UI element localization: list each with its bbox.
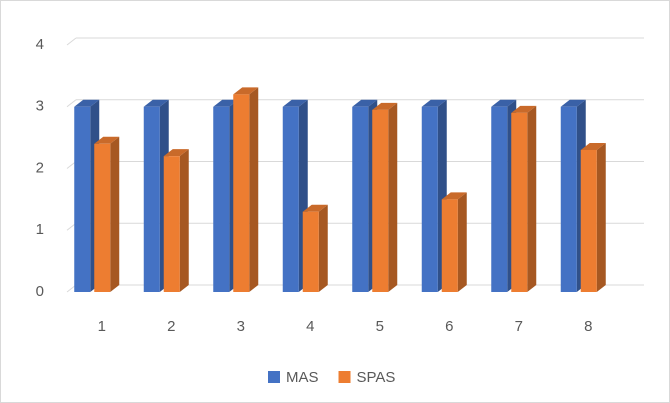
bar — [421, 106, 438, 292]
x-tick-label: 6 — [445, 318, 453, 335]
bar-top — [143, 99, 169, 107]
bar-top — [213, 99, 239, 107]
bar — [143, 106, 160, 292]
bar-side — [110, 136, 120, 292]
bar — [233, 94, 250, 293]
y-tick-label: 0 — [36, 283, 44, 300]
grid-line-side — [66, 37, 77, 46]
bar-side — [596, 142, 606, 292]
bar — [560, 106, 577, 292]
bar-top — [282, 99, 308, 107]
bar-top — [560, 99, 586, 107]
legend-label: SPAS — [357, 369, 396, 386]
bar-side — [457, 192, 467, 292]
legend-swatch — [338, 371, 351, 383]
x-tick-label: 8 — [584, 318, 592, 335]
bar-top — [511, 105, 537, 113]
bar-top — [580, 142, 606, 150]
bar — [491, 106, 508, 292]
bar — [441, 199, 458, 292]
x-tick-label: 7 — [515, 318, 523, 335]
bar — [302, 211, 319, 292]
x-tick-label: 4 — [306, 318, 314, 335]
bar-top — [491, 99, 517, 107]
legend-label: MAS — [286, 369, 319, 386]
bar-side — [249, 87, 259, 293]
bar — [372, 109, 389, 293]
bar — [511, 112, 528, 292]
bar-top — [74, 99, 100, 107]
bar — [94, 143, 111, 292]
y-tick-label: 1 — [36, 221, 44, 238]
x-tick-label: 2 — [167, 318, 175, 335]
bar-top — [352, 99, 378, 107]
bar-top — [302, 204, 328, 212]
bar — [580, 149, 597, 292]
x-tick-label: 1 — [98, 318, 106, 335]
bar — [74, 106, 91, 292]
bar-top — [94, 136, 120, 144]
y-tick-label: 2 — [36, 159, 44, 176]
bar-side — [527, 105, 537, 292]
legend-swatch — [268, 371, 280, 383]
x-tick-label: 3 — [237, 318, 245, 335]
bar-side — [318, 204, 328, 292]
bar — [163, 156, 180, 292]
y-tick-label: 4 — [36, 36, 44, 53]
bar — [213, 106, 230, 292]
x-tick-label: 5 — [376, 318, 384, 335]
bar — [352, 106, 369, 292]
bar-top — [441, 192, 467, 200]
bar-side — [179, 149, 189, 292]
bar-top — [163, 149, 189, 157]
y-tick-label: 3 — [36, 98, 44, 115]
bar — [282, 106, 299, 292]
bar-top — [233, 87, 259, 95]
bar-top — [421, 99, 447, 107]
bar-top — [372, 102, 398, 110]
bar-side — [388, 102, 398, 293]
grid-line-side — [66, 99, 77, 108]
